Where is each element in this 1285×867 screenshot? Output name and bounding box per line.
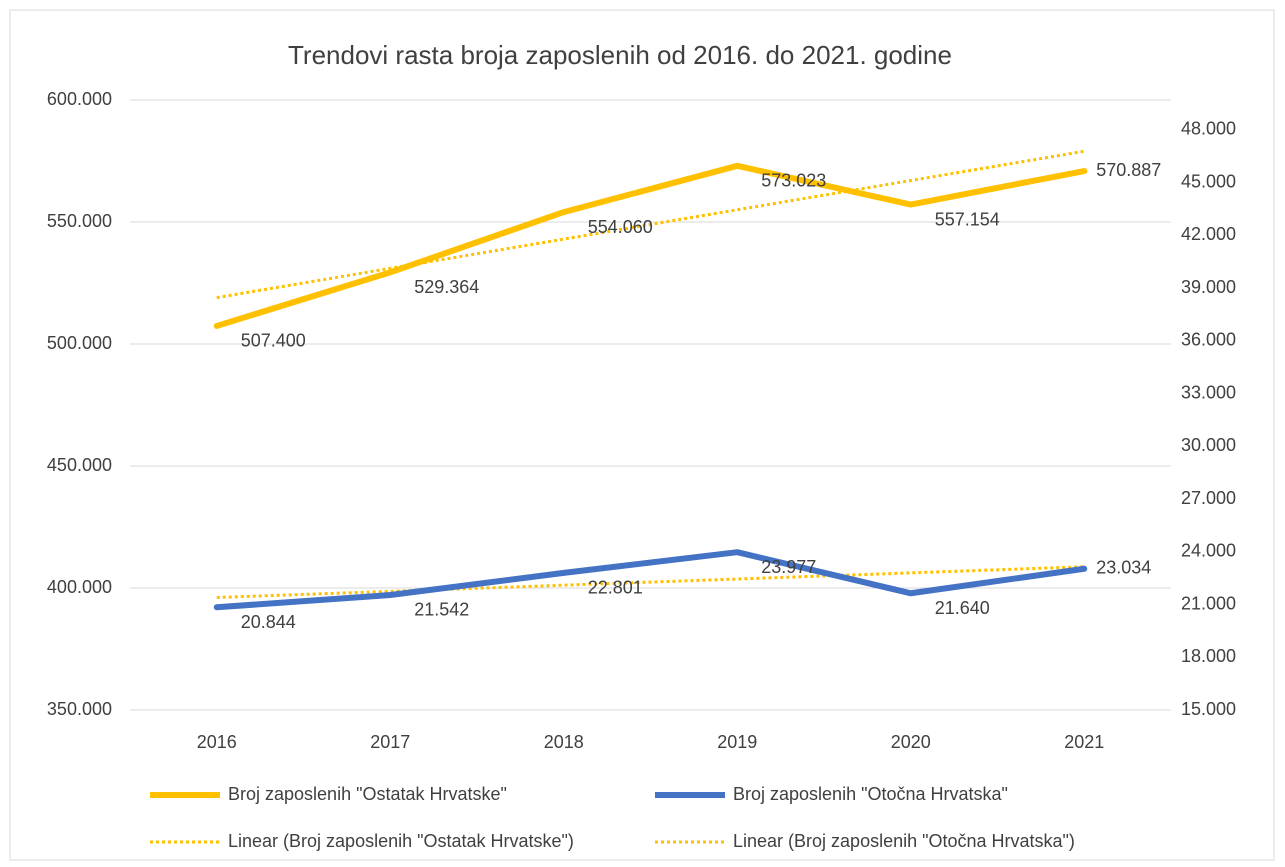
- y2-tick-label: 48.000: [1181, 119, 1236, 139]
- y2-tick-label: 21.000: [1181, 593, 1236, 613]
- y-tick-label: 350.000: [47, 699, 112, 719]
- x-tick-label: 2017: [370, 732, 410, 752]
- data-label: 21.640: [935, 598, 990, 618]
- series-line: [213, 162, 1088, 329]
- y2-tick-label: 36.000: [1181, 330, 1236, 350]
- y2-tick-label: 24.000: [1181, 541, 1236, 561]
- chart-border: [9, 9, 1275, 861]
- y2-tick-label: 18.000: [1181, 646, 1236, 666]
- legend-label: Linear (Broj zaposlenih "Otočna Hrvatska…: [733, 831, 1075, 851]
- y-tick-label: 450.000: [47, 455, 112, 475]
- y2-tick-label: 27.000: [1181, 488, 1236, 508]
- chart-title: Trendovi rasta broja zaposlenih od 2016.…: [288, 40, 952, 70]
- data-label: 557.154: [935, 209, 1000, 229]
- legend-label: Broj zaposlenih "Ostatak Hrvatske": [228, 784, 507, 804]
- data-label: 23.034: [1096, 558, 1151, 578]
- data-label: 529.364: [414, 277, 479, 297]
- data-label: 554.060: [588, 217, 653, 237]
- data-label: 21.542: [414, 600, 469, 620]
- x-tick-label: 2020: [891, 732, 931, 752]
- data-label: 573.023: [761, 171, 826, 191]
- legend-label: Broj zaposlenih "Otočna Hrvatska": [733, 784, 1008, 804]
- y2-tick-label: 33.000: [1181, 382, 1236, 402]
- data-label: 570.887: [1096, 160, 1161, 180]
- trend-line: [216, 149, 1085, 300]
- data-label: 22.801: [588, 578, 643, 598]
- data-label: 507.400: [241, 331, 306, 351]
- y-tick-label: 400.000: [47, 577, 112, 597]
- x-tick-label: 2019: [717, 732, 757, 752]
- data-label: 23.977: [761, 557, 816, 577]
- y2-tick-label: 15.000: [1181, 699, 1236, 719]
- legend-label: Linear (Broj zaposlenih "Ostatak Hrvatsk…: [228, 831, 574, 851]
- y-tick-label: 600.000: [47, 89, 112, 109]
- y2-tick-label: 45.000: [1181, 171, 1236, 191]
- series-line: [213, 549, 1088, 611]
- y-tick-label: 500.000: [47, 333, 112, 353]
- trend-line: [216, 565, 1085, 599]
- x-tick-label: 2021: [1064, 732, 1104, 752]
- x-tick-label: 2016: [197, 732, 237, 752]
- y2-tick-label: 42.000: [1181, 224, 1236, 244]
- y2-tick-label: 39.000: [1181, 277, 1236, 297]
- y-tick-label: 550.000: [47, 211, 112, 231]
- y2-tick-label: 30.000: [1181, 435, 1236, 455]
- data-label: 20.844: [241, 612, 296, 632]
- x-tick-label: 2018: [544, 732, 584, 752]
